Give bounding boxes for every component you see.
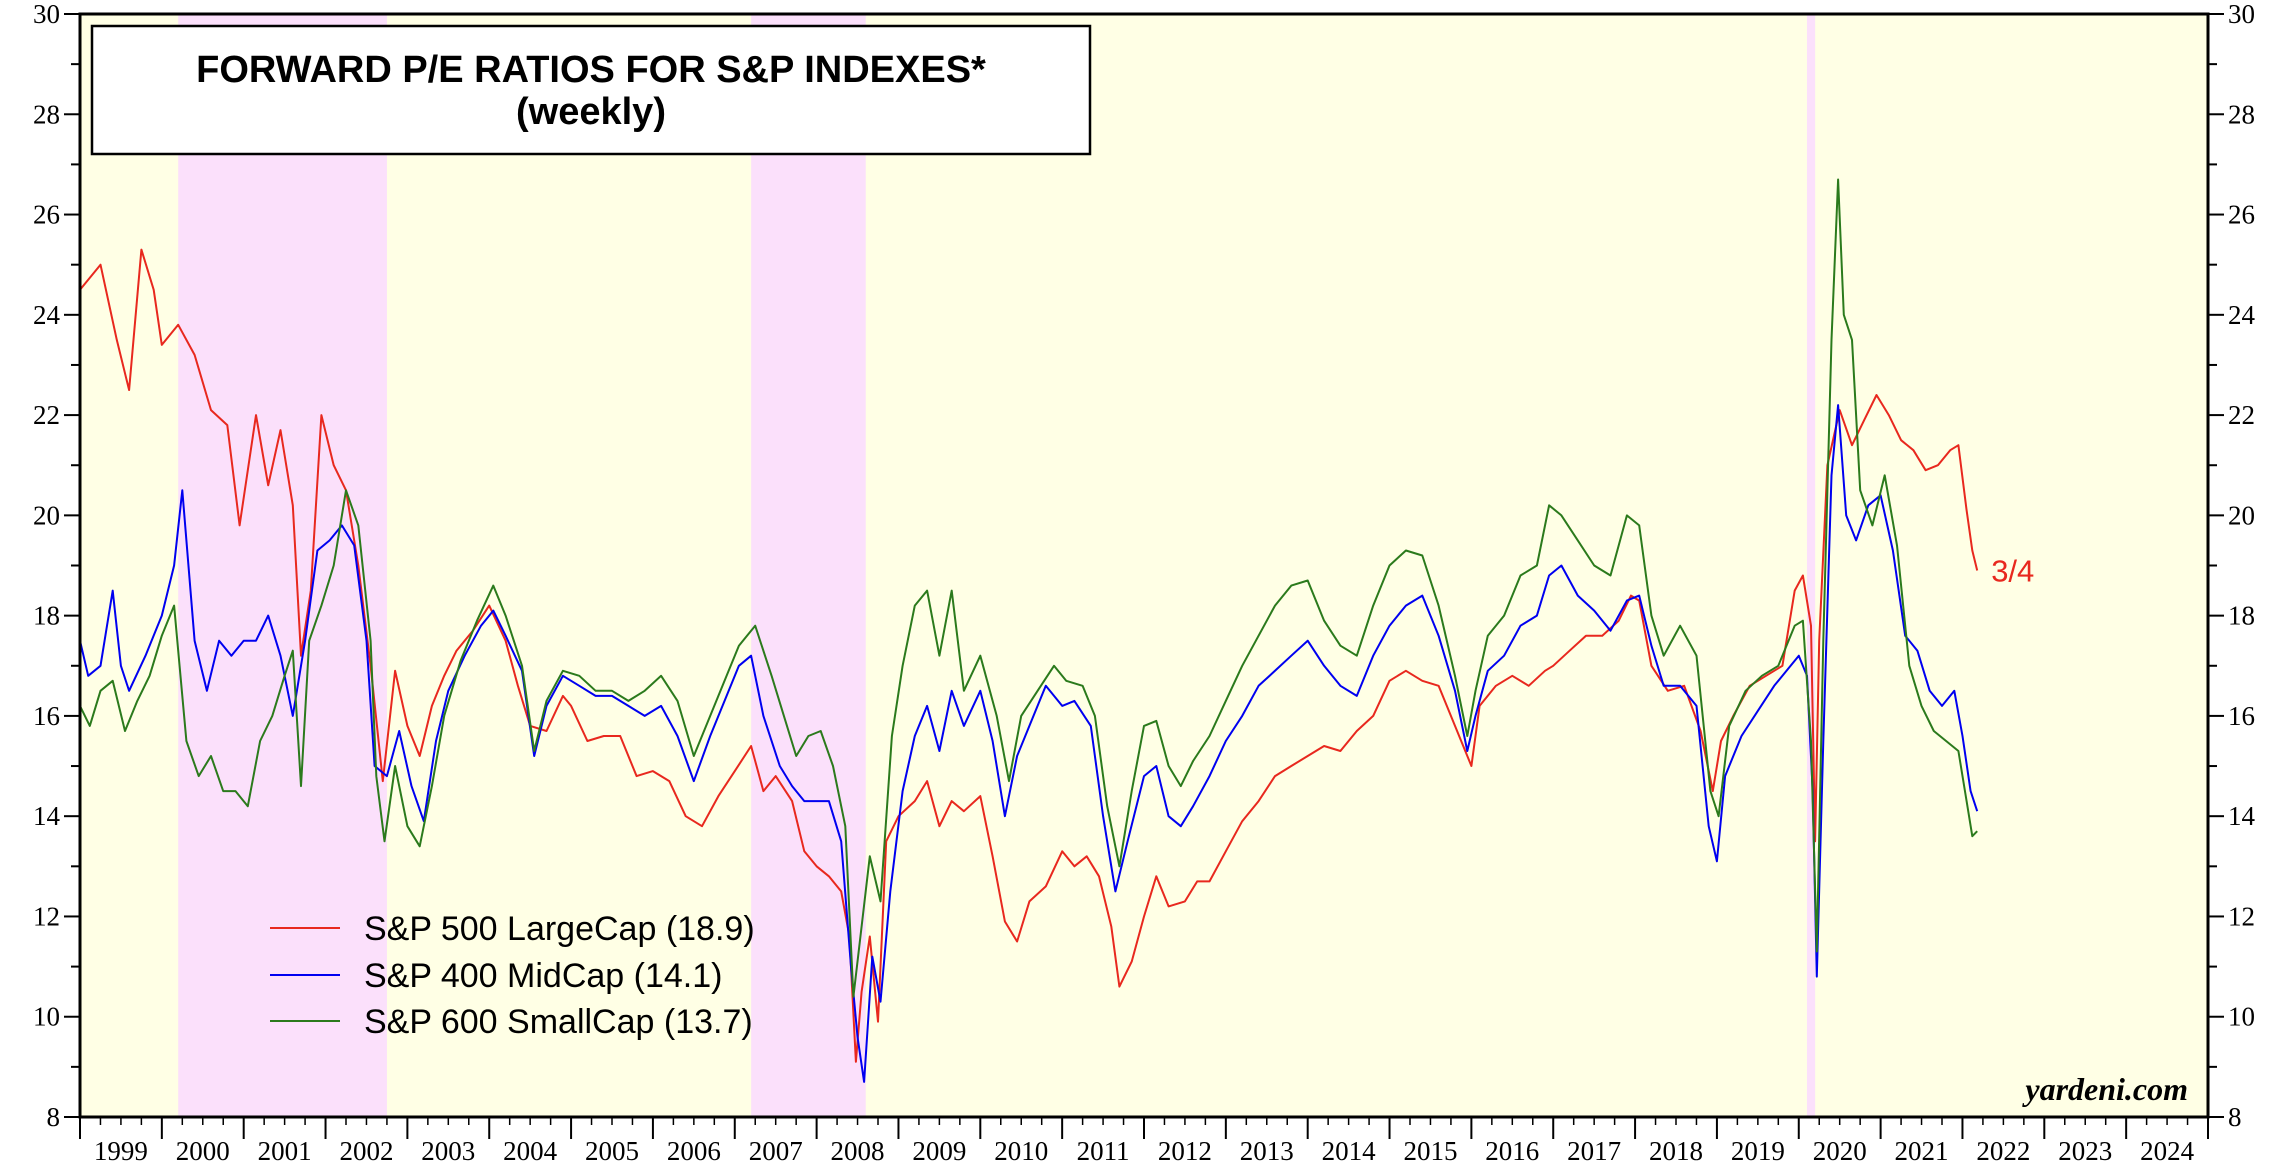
x-tick-label: 2006 bbox=[667, 1136, 721, 1166]
x-tick-label: 2003 bbox=[421, 1136, 475, 1166]
x-tick-label: 2018 bbox=[1649, 1136, 1703, 1166]
y-tick-label-left: 10 bbox=[33, 1002, 60, 1032]
x-tick-label: 2022 bbox=[1976, 1136, 2030, 1166]
plot-area bbox=[80, 14, 2208, 1117]
x-tick-label: 2011 bbox=[1077, 1136, 1130, 1166]
source-credit: yardeni.com bbox=[2021, 1071, 2188, 1107]
recession-bands bbox=[178, 14, 1816, 1117]
y-tick-label-right: 30 bbox=[2228, 0, 2255, 29]
legend-label-largecap: S&P 500 LargeCap (18.9) bbox=[364, 910, 755, 948]
y-tick-label-right: 14 bbox=[2228, 801, 2256, 831]
y-tick-label-left: 28 bbox=[33, 99, 60, 129]
x-tick-label: 2016 bbox=[1485, 1136, 1539, 1166]
x-tick-label: 2004 bbox=[503, 1136, 558, 1166]
y-tick-label-left: 20 bbox=[33, 500, 60, 530]
y-tick-label-right: 12 bbox=[2228, 901, 2255, 931]
y-tick-label-right: 8 bbox=[2228, 1102, 2242, 1132]
x-tick-label: 2000 bbox=[176, 1136, 230, 1166]
x-tick-label: 2015 bbox=[1403, 1136, 1457, 1166]
y-tick-label-left: 24 bbox=[33, 300, 61, 330]
y-tick-label-left: 8 bbox=[47, 1102, 61, 1132]
y-tick-label-left: 12 bbox=[33, 901, 60, 931]
y-tick-label-right: 16 bbox=[2228, 701, 2255, 731]
x-tick-label: 2013 bbox=[1240, 1136, 1294, 1166]
x-tick-label: 2024 bbox=[2140, 1136, 2195, 1166]
recession-band-0 bbox=[178, 14, 387, 1117]
y-tick-label-right: 20 bbox=[2228, 500, 2255, 530]
x-tick-label: 1999 bbox=[94, 1136, 148, 1166]
x-tick-label: 2010 bbox=[994, 1136, 1048, 1166]
x-tick-label: 2014 bbox=[1322, 1136, 1377, 1166]
last-date-annotation: 3/4 bbox=[1991, 554, 2034, 589]
x-tick-label: 2007 bbox=[749, 1136, 803, 1166]
series-lines bbox=[79, 178, 1979, 1083]
series-line-0 bbox=[79, 248, 1979, 1063]
x-tick-label: 2001 bbox=[258, 1136, 312, 1166]
y-tick-label-right: 28 bbox=[2228, 99, 2255, 129]
x-tick-label: 2012 bbox=[1158, 1136, 1212, 1166]
legend: S&P 500 LargeCap (18.9) S&P 400 MidCap (… bbox=[270, 910, 755, 1041]
legend-label-midcap: S&P 400 MidCap (14.1) bbox=[364, 957, 722, 995]
x-tick-label: 2008 bbox=[831, 1136, 885, 1166]
y-tick-label-right: 24 bbox=[2228, 300, 2256, 330]
x-tick-label: 2019 bbox=[1731, 1136, 1785, 1166]
x-tick-label: 2005 bbox=[585, 1136, 639, 1166]
legend-item-largecap: S&P 500 LargeCap (18.9) bbox=[270, 910, 755, 948]
y-tick-label-left: 14 bbox=[33, 801, 61, 831]
legend-label-smallcap: S&P 600 SmallCap (13.7) bbox=[364, 1003, 753, 1041]
recession-band-2 bbox=[1806, 14, 1816, 1117]
y-tick-label-left: 18 bbox=[33, 601, 60, 631]
y-tick-label-right: 22 bbox=[2228, 400, 2255, 430]
y-tick-label-right: 18 bbox=[2228, 601, 2255, 631]
y-tick-label-left: 16 bbox=[33, 701, 60, 731]
legend-item-smallcap: S&P 600 SmallCap (13.7) bbox=[270, 1003, 753, 1041]
x-tick-label: 2002 bbox=[339, 1136, 393, 1166]
x-tick-label: 2009 bbox=[912, 1136, 966, 1166]
y-tick-label-right: 10 bbox=[2228, 1002, 2255, 1032]
recession-band-1 bbox=[751, 14, 866, 1117]
title-box-frame bbox=[90, 24, 1092, 156]
y-tick-label-left: 26 bbox=[33, 200, 60, 230]
series-line-1 bbox=[79, 404, 1979, 1083]
y-tick-label-left: 30 bbox=[33, 0, 60, 29]
title-box: FORWARD P/E RATIOS FOR S&P INDEXES* (wee… bbox=[90, 24, 1092, 156]
y-tick-label-left: 22 bbox=[33, 400, 60, 430]
x-tick-label: 2020 bbox=[1813, 1136, 1867, 1166]
x-tick-label: 2021 bbox=[1895, 1136, 1949, 1166]
legend-item-midcap: S&P 400 MidCap (14.1) bbox=[270, 957, 722, 995]
x-tick-label: 2023 bbox=[2058, 1136, 2112, 1166]
series-line-2 bbox=[79, 178, 1978, 998]
x-tick-label: 2017 bbox=[1567, 1136, 1621, 1166]
plot-background bbox=[80, 14, 2208, 1117]
chart-title: FORWARD P/E RATIOS FOR S&P INDEXES* bbox=[196, 49, 986, 91]
y-tick-label-right: 26 bbox=[2228, 200, 2255, 230]
chart-subtitle: (weekly) bbox=[516, 91, 666, 133]
